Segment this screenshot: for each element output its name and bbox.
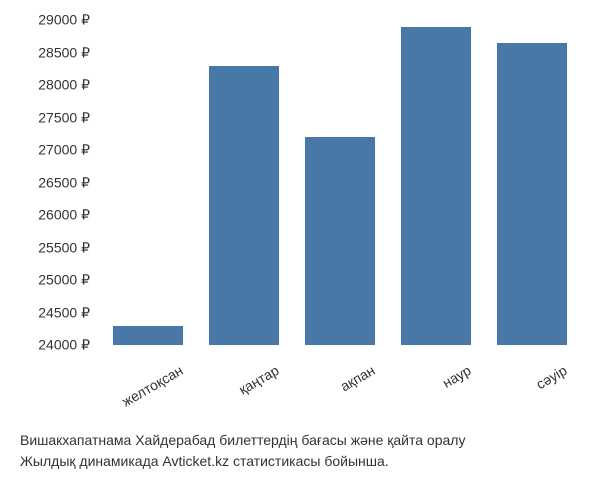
y-tick-label: 28000 ₽: [38, 77, 90, 94]
y-tick-label: 29000 ₽: [38, 12, 90, 29]
bars-group: [100, 20, 580, 345]
bar: [401, 27, 471, 346]
y-tick-label: 26500 ₽: [38, 174, 90, 191]
y-tick-label: 28500 ₽: [38, 44, 90, 61]
chart-caption: Вишакхапатнама Хайдерабад билеттердің ба…: [20, 430, 580, 472]
y-tick-label: 25000 ₽: [38, 272, 90, 289]
bar: [497, 43, 567, 345]
y-tick-label: 25500 ₽: [38, 239, 90, 256]
caption-line-1: Вишакхапатнама Хайдерабад билеттердің ба…: [20, 430, 580, 451]
bar: [305, 137, 375, 345]
bar: [209, 66, 279, 346]
bar-chart: 24000 ₽ 24500 ₽ 25000 ₽ 25500 ₽ 26000 ₽ 26500…: [0, 0, 600, 500]
x-axis-labels: желтоқсанқаңтарақпаннаурсәуір: [100, 350, 580, 410]
y-tick-label: 26000 ₽: [38, 207, 90, 224]
y-tick-label: 24500 ₽: [38, 304, 90, 321]
bar: [113, 326, 183, 346]
caption-line-2: Жылдық динамикада Avticket.kz статистика…: [20, 451, 580, 472]
y-axis: 24000 ₽24500 ₽25000 ₽25500 ₽26000 ₽26500…: [0, 20, 95, 345]
y-tick-label: 27500 ₽: [38, 109, 90, 126]
plot-area: [100, 20, 580, 345]
y-tick-label: 27000 ₽: [38, 142, 90, 159]
y-tick-label: 24000 ₽: [38, 337, 90, 354]
